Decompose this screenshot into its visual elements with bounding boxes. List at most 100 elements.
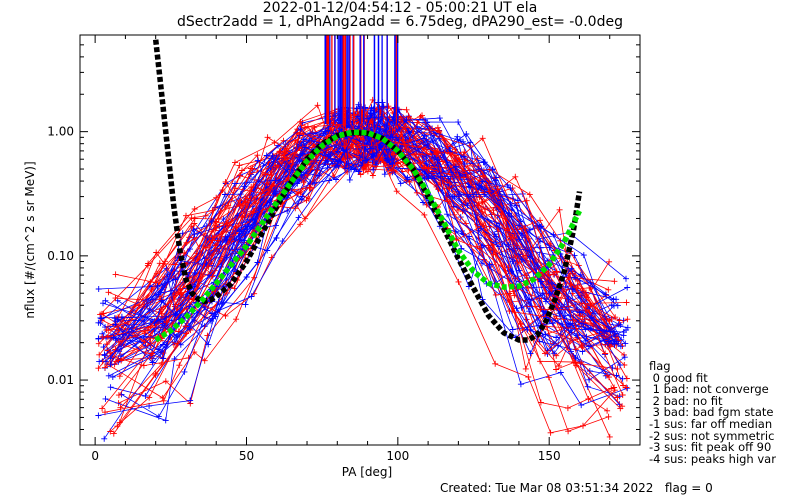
spectrum-marker xyxy=(223,254,230,261)
spectrum-marker xyxy=(147,279,154,286)
spectrum-marker xyxy=(606,318,613,325)
spectrum-marker xyxy=(534,263,541,270)
spectrum-marker xyxy=(624,385,631,392)
spectrum-marker xyxy=(172,276,179,283)
spectrum-marker xyxy=(431,147,438,154)
spectrum-marker xyxy=(232,159,238,166)
spectrum-marker xyxy=(152,279,159,286)
spectrum-marker xyxy=(113,358,119,365)
spectrum-marker xyxy=(573,362,580,369)
spectrum-marker xyxy=(247,216,254,223)
spectrum-marker xyxy=(243,274,250,280)
spectrum-marker xyxy=(479,135,486,142)
flag-legend: flag 0 good fit 1 bad: not converge 2 ba… xyxy=(649,360,776,465)
spectrum-marker xyxy=(101,435,108,442)
spectrum-marker xyxy=(115,392,122,399)
spectrum-marker xyxy=(222,191,228,198)
spectrum-marker xyxy=(580,422,586,429)
spectrum-marker xyxy=(191,206,198,212)
spectrum-marker xyxy=(446,180,453,186)
spectrum-marker xyxy=(400,141,407,148)
spectrum-marker xyxy=(578,402,585,409)
spectrum-marker xyxy=(96,351,103,358)
spectrum-marker xyxy=(495,243,502,250)
spectrum-marker xyxy=(604,372,611,379)
legend-entry-2: 2 bad: no fit xyxy=(649,393,723,408)
spectrum-marker xyxy=(306,184,313,191)
spectrum-marker xyxy=(237,228,243,235)
spectrum-marker xyxy=(233,316,240,323)
spectrum-marker xyxy=(217,208,224,215)
fit-curve-green xyxy=(154,129,582,343)
spectrum-marker xyxy=(388,167,395,174)
spectrum-marker xyxy=(99,405,106,412)
spectrum-marker xyxy=(162,417,169,424)
spectrum-marker xyxy=(295,214,302,221)
spectrum-marker xyxy=(264,134,271,141)
spectrum-marker xyxy=(507,200,514,207)
spectrum-marker xyxy=(381,171,388,178)
spectrum-marker xyxy=(242,199,249,206)
spectrum-marker xyxy=(505,241,512,248)
spectrum-marker xyxy=(568,348,574,355)
spectrum-marker xyxy=(372,163,378,169)
spectrum-marker xyxy=(545,374,552,381)
spectrum-marker xyxy=(507,184,514,191)
spectrum-marker xyxy=(171,339,178,346)
spectrum-marker xyxy=(183,330,190,337)
spectrum-marker xyxy=(272,190,279,197)
spectrum-marker xyxy=(614,302,621,309)
spectrum-marker xyxy=(617,362,624,368)
spectrum-marker xyxy=(461,161,468,168)
spectrum-marker xyxy=(460,138,467,145)
spectrum-marker xyxy=(111,315,118,322)
spectrum-marker xyxy=(191,231,198,238)
spectrum-marker xyxy=(492,360,499,367)
spectrum-marker xyxy=(112,321,119,328)
spectrum-marker xyxy=(587,302,594,309)
spectrum-marker xyxy=(114,423,121,430)
spectrum-marker xyxy=(434,156,441,163)
spectrum-marker xyxy=(298,122,305,129)
spectrum-marker xyxy=(311,180,318,187)
spectrum-marker xyxy=(582,307,589,314)
spectrum-marker xyxy=(623,326,630,333)
spectrum-marker xyxy=(420,199,427,206)
spectrum-marker xyxy=(101,352,108,359)
spectrum-marker xyxy=(604,407,611,414)
spectrum-marker xyxy=(254,157,261,164)
legend-entry-0: 0 good fit xyxy=(649,370,708,385)
x-tick-label: 150 xyxy=(538,449,561,463)
spectrum-marker xyxy=(517,381,524,388)
spectrum-marker xyxy=(302,144,308,151)
spectrum-marker xyxy=(272,222,279,229)
spectrum-marker xyxy=(107,428,114,435)
spectrum-marker xyxy=(611,384,618,391)
spectrum-marker xyxy=(95,365,102,372)
spectrum-marker xyxy=(384,157,391,164)
spectrum-marker xyxy=(445,198,451,205)
spectrum-marker xyxy=(622,340,629,347)
spectrum-marker xyxy=(414,119,421,126)
spectrum-marker xyxy=(254,259,261,266)
spectrum-marker xyxy=(413,189,420,196)
spectrum-marker xyxy=(454,133,461,140)
spectrum-marker xyxy=(579,344,586,351)
spectrum-marker xyxy=(353,105,360,112)
spectrum-marker xyxy=(605,413,612,420)
spectrum-marker xyxy=(521,225,528,232)
spectrum-marker xyxy=(492,177,499,184)
legend-entry-1: 1 bad: not converge xyxy=(649,382,769,397)
spectrum-marker xyxy=(268,172,274,179)
spectrum-marker xyxy=(455,119,462,126)
spectrum-marker xyxy=(517,320,524,327)
spectrum-marker xyxy=(362,157,368,164)
spectrum-marker xyxy=(431,175,438,182)
spectrum-marker xyxy=(479,178,486,185)
spectrum-marker xyxy=(542,298,549,305)
spectrum-marker xyxy=(237,191,244,198)
spectrum-marker xyxy=(222,234,229,241)
spectrum-marker xyxy=(619,403,626,410)
spectrum-marker xyxy=(556,206,563,213)
spectrum-marker xyxy=(578,359,585,366)
